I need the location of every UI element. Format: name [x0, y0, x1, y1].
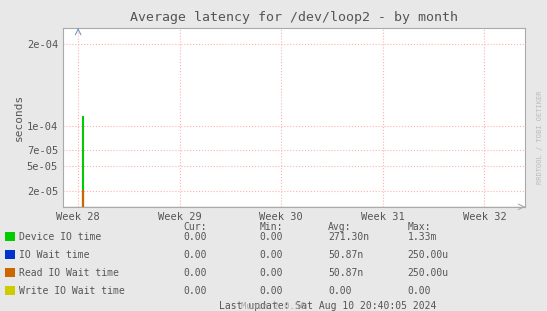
- Text: Cur:: Cur:: [183, 222, 207, 232]
- Text: 0.00: 0.00: [260, 232, 283, 242]
- Text: 0.00: 0.00: [183, 268, 207, 278]
- Text: 50.87n: 50.87n: [328, 268, 363, 278]
- Text: Min:: Min:: [260, 222, 283, 232]
- Text: Write IO Wait time: Write IO Wait time: [19, 286, 125, 296]
- Text: 250.00u: 250.00u: [408, 268, 449, 278]
- Y-axis label: seconds: seconds: [14, 94, 24, 141]
- Text: Avg:: Avg:: [328, 222, 352, 232]
- Text: Device IO time: Device IO time: [19, 232, 101, 242]
- Text: IO Wait time: IO Wait time: [19, 250, 90, 260]
- Text: 0.00: 0.00: [260, 268, 283, 278]
- Text: Munin 2.0.56: Munin 2.0.56: [241, 302, 306, 311]
- Text: 0.00: 0.00: [183, 232, 207, 242]
- Title: Average latency for /dev/loop2 - by month: Average latency for /dev/loop2 - by mont…: [130, 11, 458, 24]
- Text: 50.87n: 50.87n: [328, 250, 363, 260]
- Text: Read IO Wait time: Read IO Wait time: [19, 268, 119, 278]
- Text: 0.00: 0.00: [183, 250, 207, 260]
- Text: Last update: Sat Aug 10 20:40:05 2024: Last update: Sat Aug 10 20:40:05 2024: [219, 301, 436, 311]
- Text: 0.00: 0.00: [328, 286, 352, 296]
- Text: 1.33m: 1.33m: [408, 232, 437, 242]
- Text: 271.30n: 271.30n: [328, 232, 369, 242]
- Text: 0.00: 0.00: [408, 286, 431, 296]
- Text: Max:: Max:: [408, 222, 431, 232]
- Text: 0.00: 0.00: [260, 250, 283, 260]
- Text: 0.00: 0.00: [183, 286, 207, 296]
- Text: RRDTOOL / TOBI OETIKER: RRDTOOL / TOBI OETIKER: [537, 90, 543, 183]
- Text: 250.00u: 250.00u: [408, 250, 449, 260]
- Text: 0.00: 0.00: [260, 286, 283, 296]
